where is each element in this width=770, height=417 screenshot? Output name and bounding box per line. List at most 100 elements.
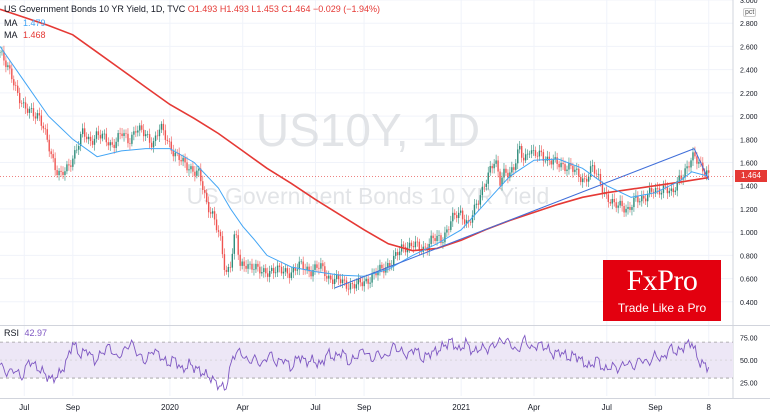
candle-body <box>389 262 391 267</box>
candle-body <box>62 171 64 176</box>
candle-body <box>607 194 610 203</box>
candle-body <box>343 279 346 281</box>
candle-body <box>259 266 261 274</box>
candle-body <box>395 252 397 256</box>
candle-body <box>648 188 651 195</box>
rsi-tick-label: 25.00 <box>740 381 758 388</box>
rsi-pane[interactable]: 75.00 50.00 25.00 <box>0 334 758 392</box>
candle-body <box>562 162 564 165</box>
ohlc-close: C1.464 <box>281 4 311 14</box>
candle-body <box>456 215 458 219</box>
price-axis[interactable]: 0.400 0.600 0.800 1.000 1.200 1.400 1.600 1.800… <box>740 0 758 307</box>
candle-body <box>144 134 147 137</box>
brand-name: FxPro <box>626 264 698 297</box>
candle-body <box>56 170 58 176</box>
candle-body <box>416 241 419 243</box>
candle-body <box>507 172 509 178</box>
candle-body <box>684 168 686 178</box>
candle-body <box>646 194 649 202</box>
candle-body <box>341 279 344 284</box>
rsi-legend[interactable]: RSI 42.97 <box>4 328 47 338</box>
y-tick-label: 2.200 <box>740 91 758 98</box>
candle-body <box>398 251 401 256</box>
candle-body <box>363 281 365 287</box>
candle-body <box>418 241 421 250</box>
symbol-line: US Government Bonds 10 YR Yield, 1D, TVC <box>4 4 186 14</box>
rsi-line <box>0 334 710 392</box>
unit-label[interactable]: pct <box>743 8 757 17</box>
candle-body <box>13 79 15 86</box>
y-tick-label: 0.600 <box>740 277 758 284</box>
candle-body <box>78 146 80 150</box>
candle-body <box>645 198 647 202</box>
candle-body <box>105 133 108 143</box>
fxpro-logo: FxPro Trade Like a Pro <box>603 260 721 321</box>
candle-body <box>117 133 119 142</box>
x-tick-label: Sep <box>648 403 663 412</box>
ma-slow-line <box>0 8 709 252</box>
candle-body <box>359 278 361 283</box>
candle-body <box>477 203 480 205</box>
candle-body <box>542 152 545 161</box>
candle-body <box>680 175 682 180</box>
candle-body <box>568 163 570 170</box>
candle-body <box>241 261 243 266</box>
candle-body <box>162 123 165 131</box>
candle-body <box>509 172 511 178</box>
candle-body <box>66 164 68 172</box>
candle-body <box>556 157 558 164</box>
candle-body <box>552 159 554 165</box>
candle-body <box>209 212 212 214</box>
candle-body <box>30 108 33 109</box>
candle-body <box>263 268 265 273</box>
candle-body <box>83 128 86 137</box>
candle-body <box>641 196 643 202</box>
candle-body <box>580 176 582 183</box>
candle-body <box>60 170 62 172</box>
candle-body <box>361 282 363 287</box>
chart-header: US Government Bonds 10 YR Yield, 1D, TVC… <box>4 4 380 14</box>
rsi-tick-label: 75.00 <box>740 336 758 343</box>
candle-body <box>324 266 326 277</box>
candle-body <box>379 264 381 272</box>
y-tick-label: 3.000 <box>740 0 758 5</box>
y-tick-label: 1.800 <box>740 137 758 144</box>
candle-body <box>517 149 519 164</box>
candle-body <box>463 219 466 224</box>
candle-body <box>80 134 82 147</box>
candle-body <box>221 236 224 255</box>
ma1-legend[interactable]: MA 1.479 <box>4 18 46 28</box>
candle-body <box>491 166 493 169</box>
candle-body <box>347 288 350 290</box>
candle-body <box>247 264 249 269</box>
candle-body <box>245 265 247 269</box>
rsi-label: RSI <box>4 328 20 338</box>
y-tick-label: 2.000 <box>740 114 758 121</box>
watermark-name: US Government Bonds 10 YR Yield <box>187 183 550 209</box>
candle-body <box>584 178 586 180</box>
ohlc-low: L1.453 <box>251 4 279 14</box>
candle-body <box>190 166 192 170</box>
candle-body <box>217 230 220 232</box>
candle-body <box>68 164 70 166</box>
time-axis[interactable]: Jul Sep 2020 Apr Jul Sep 2021 Apr Jul Sep 8 <box>19 403 711 412</box>
candle-body <box>3 51 5 61</box>
candle-body <box>601 183 604 193</box>
candle-body <box>103 133 106 135</box>
candle-body <box>184 157 186 163</box>
candle-body <box>656 188 659 189</box>
candle-body <box>458 212 460 219</box>
candle-body <box>688 166 690 168</box>
candle-body <box>64 171 66 176</box>
candle-body <box>694 152 696 157</box>
candle-body <box>696 156 698 164</box>
candle-body <box>152 141 155 148</box>
candle-body <box>249 263 251 265</box>
candle-body <box>337 274 340 280</box>
candle-body <box>546 156 548 161</box>
candle-body <box>288 273 291 278</box>
candle-body <box>393 255 395 266</box>
candle-body <box>532 150 535 151</box>
ma2-legend[interactable]: MA 1.468 <box>4 30 46 40</box>
x-tick-label: Jul <box>19 403 29 412</box>
